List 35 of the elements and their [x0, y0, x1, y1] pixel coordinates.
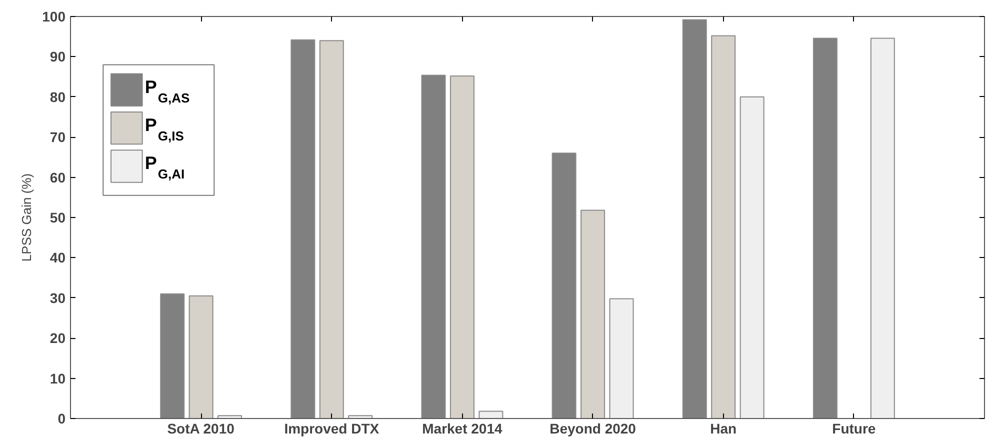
x-tick-label: Future: [832, 420, 876, 436]
y-axis-title: LPSS Gain (%): [19, 173, 34, 262]
bar: [319, 40, 344, 418]
bar: [552, 152, 576, 418]
bar: [682, 19, 707, 418]
y-tick-label: 70: [50, 129, 66, 146]
bar: [290, 39, 316, 418]
bar: [218, 415, 242, 418]
y-tick-label: 60: [50, 169, 66, 186]
bar: [478, 410, 504, 418]
x-tick-label: Beyond 2020: [550, 420, 636, 436]
x-tick-label: Han: [710, 420, 737, 436]
y-tick-label: 0: [58, 410, 66, 426]
y-tick-label: 20: [50, 330, 66, 346]
bar: [348, 415, 373, 418]
y-tick-label: 100: [42, 8, 66, 24]
x-tick-label: Improved DTX: [284, 420, 380, 436]
bar: [812, 38, 838, 418]
bar: [580, 210, 606, 418]
bar: [740, 96, 764, 418]
bar: [421, 74, 446, 418]
y-tick-label: 50: [50, 210, 66, 226]
bar: [160, 293, 185, 418]
bar: [870, 38, 895, 418]
y-tick-label: 80: [50, 88, 66, 105]
bar: [711, 35, 736, 418]
bar: [188, 295, 214, 418]
y-tick-label: 10: [50, 370, 66, 386]
bar: [450, 75, 474, 418]
x-tick-label: SotA 2010: [167, 420, 235, 436]
y-tick-label: 90: [50, 48, 66, 65]
bar: [609, 298, 634, 418]
y-tick-label: 30: [50, 290, 66, 306]
y-tick-label: 40: [50, 250, 66, 266]
x-tick-label: Market 2014: [422, 420, 503, 436]
